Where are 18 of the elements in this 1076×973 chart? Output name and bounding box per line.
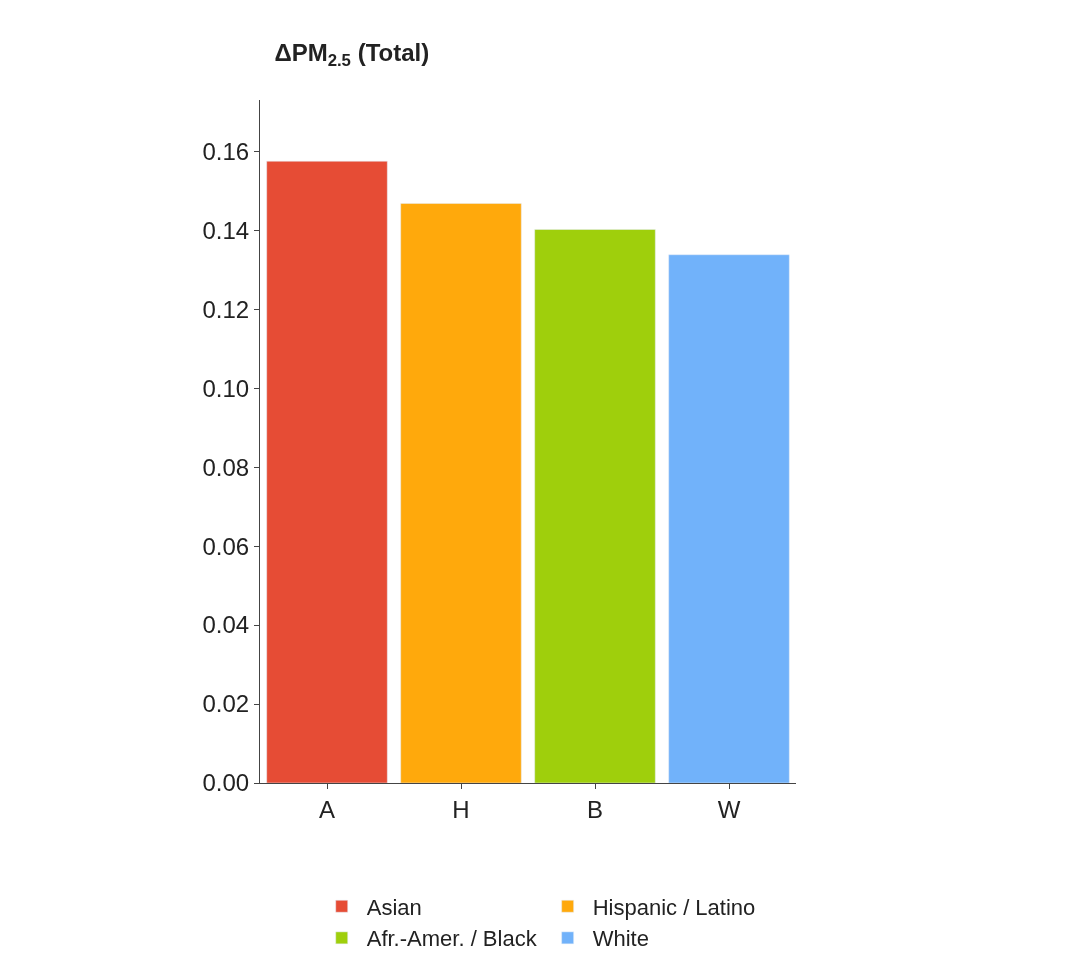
y-tick-label: 0.16 bbox=[202, 137, 250, 165]
y-tick-label: 0.04 bbox=[202, 611, 250, 639]
x-tick-label: W bbox=[717, 795, 741, 823]
legend-label: Hispanic / Latino bbox=[592, 894, 756, 920]
y-tick-label: 0.12 bbox=[202, 295, 250, 323]
x-tick-label: B bbox=[586, 795, 604, 823]
y-tick-label: 0.14 bbox=[202, 216, 250, 244]
y-tick-label: 0.10 bbox=[202, 374, 250, 402]
x-tick-label: H bbox=[452, 795, 470, 823]
x-tick-label: A bbox=[318, 795, 336, 823]
chart-title: ΔPM$_{2.5}$ (Total) bbox=[274, 38, 430, 70]
y-tick-label: 0.02 bbox=[202, 690, 250, 718]
y-tick-label: 0.08 bbox=[202, 453, 250, 481]
legend-label: Asian bbox=[366, 894, 422, 920]
y-tick-label: 0.06 bbox=[202, 532, 250, 560]
legend-label: Afr.-Amer. / Black bbox=[366, 926, 538, 952]
y-tick-label: 0.00 bbox=[202, 769, 250, 797]
legend-label: White bbox=[592, 926, 649, 952]
